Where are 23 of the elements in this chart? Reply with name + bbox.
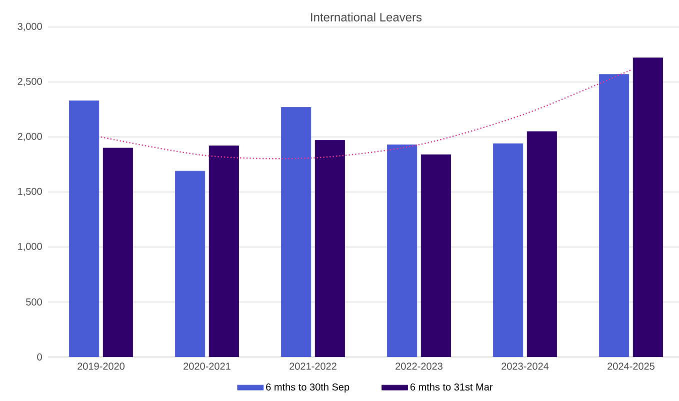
bar: [420, 154, 452, 357]
x-tick-label: 2024-2025: [608, 362, 654, 370]
y-tick-label: 1,500: [18, 188, 42, 196]
x-tick-label: 2022-2023: [396, 362, 442, 370]
x-tick-label: 2020-2021: [184, 362, 230, 370]
chart-title: International Leavers: [311, 12, 422, 22]
y-tick-label: 2,500: [18, 78, 42, 86]
y-tick-label: 2,000: [18, 132, 42, 142]
x-tick-label: 2021-2022: [290, 362, 336, 370]
bar: [208, 146, 240, 357]
bar: [632, 58, 664, 357]
y-tick-label: 500: [26, 298, 42, 306]
legend-label: 6 mths to 30th Sep: [266, 383, 350, 393]
legend-label: 6 mths to 31st Mar: [410, 383, 493, 391]
y-tick-label: 1,000: [18, 242, 42, 252]
bar: [314, 140, 346, 357]
x-tick-label: 2023-2024: [502, 362, 549, 370]
y-tick-label: 0: [37, 353, 42, 361]
line-series: [100, 69, 632, 160]
y-tick-label: 3,000: [18, 22, 42, 32]
bar: [526, 131, 558, 357]
bar: [102, 148, 133, 357]
x-tick-label: 2019-2020: [78, 362, 125, 370]
